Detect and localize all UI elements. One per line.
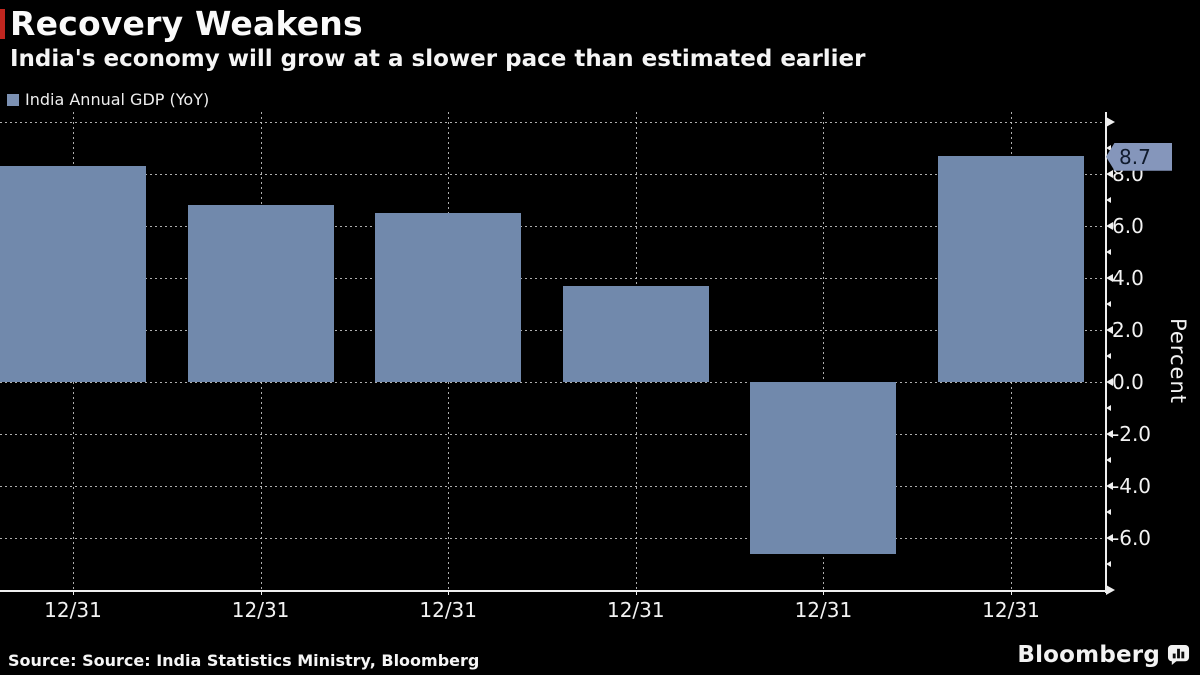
h-gridline (0, 173, 1105, 175)
gdp-bar (562, 285, 709, 382)
axis-edge-arrow-top (1106, 117, 1115, 127)
y-axis-tick-label: -6.0 (1112, 526, 1152, 550)
legend-swatch (7, 93, 19, 106)
y-axis-tick-major (1106, 378, 1113, 386)
bloomberg-chart-bubble-icon (1167, 644, 1190, 666)
y-axis-tick-label: -2.0 (1112, 422, 1152, 446)
x-axis-tick-label: 12/31 (982, 598, 1040, 622)
x-axis-tick (260, 590, 262, 595)
h-gridline (0, 225, 1105, 227)
chart-title: Recovery Weakens (10, 4, 363, 43)
y-axis-tick-minor (1106, 197, 1111, 203)
gdp-bar (187, 205, 334, 382)
y-axis-title: Percent (1166, 318, 1190, 405)
y-axis-tick-label: -4.0 (1112, 474, 1152, 498)
x-axis-tick-label: 12/31 (231, 598, 290, 622)
h-gridline (0, 381, 1105, 383)
h-gridline (0, 329, 1105, 331)
y-axis-tick-minor (1106, 509, 1111, 515)
y-axis-tick-major (1106, 326, 1113, 334)
y-axis-tick-minor (1106, 301, 1111, 307)
axis-edge-arrow-bottom (1106, 585, 1115, 595)
x-axis-line (0, 590, 1107, 592)
v-gridline (823, 112, 825, 591)
chart-subtitle: India's economy will grow at a slower pa… (10, 46, 866, 72)
y-axis-tick-major (1106, 222, 1113, 230)
title-accent-bar (0, 9, 5, 39)
y-axis-tick-label: 4.0 (1112, 266, 1144, 290)
bloomberg-logo: Bloomberg (1017, 642, 1190, 668)
x-axis-tick-label: 12/31 (794, 598, 853, 622)
y-axis-tick-minor (1106, 145, 1111, 151)
h-gridline (0, 121, 1105, 123)
gdp-bar (375, 213, 522, 382)
x-axis-tick (448, 590, 450, 595)
y-axis-tick-major (1106, 430, 1113, 438)
y-axis-tick-minor (1106, 353, 1111, 359)
y-axis-tick-major (1106, 274, 1113, 282)
y-axis-line (1105, 112, 1107, 593)
gdp-bar (0, 166, 146, 382)
x-axis-tick-label: 12/31 (419, 598, 478, 622)
y-axis-tick-major (1106, 482, 1113, 490)
y-axis-tick-minor (1106, 457, 1111, 463)
legend-label: India Annual GDP (YoY) (25, 90, 210, 109)
x-axis-tick-label: 12/31 (44, 598, 102, 622)
x-axis-tick-label: 12/31 (606, 598, 665, 622)
x-axis-tick (635, 590, 637, 595)
y-axis-tick-label: 6.0 (1112, 214, 1144, 238)
x-axis-tick (1011, 590, 1012, 595)
h-gridline (0, 433, 1105, 435)
last-value-tag: 8.7 (1106, 142, 1172, 171)
gdp-bar (750, 382, 897, 554)
y-axis-tick-minor (1106, 561, 1111, 567)
h-gridline (0, 277, 1105, 279)
y-axis-tick-minor (1106, 405, 1111, 411)
h-gridline (0, 537, 1105, 539)
y-axis-tick-minor (1106, 249, 1111, 255)
h-gridline (0, 485, 1105, 487)
y-axis-tick-major (1106, 534, 1113, 542)
y-axis-tick-major (1106, 170, 1113, 178)
gdp-bar (938, 155, 1084, 382)
legend: India Annual GDP (YoY) (7, 90, 209, 109)
source-attribution: Source: Source: India Statistics Ministr… (8, 651, 480, 670)
x-axis-tick (823, 590, 825, 595)
y-axis-tick-label: 2.0 (1112, 318, 1144, 342)
bloomberg-wordmark: Bloomberg (1017, 642, 1160, 668)
x-axis-tick (73, 590, 74, 595)
y-axis-tick-label: 0.0 (1112, 370, 1144, 394)
